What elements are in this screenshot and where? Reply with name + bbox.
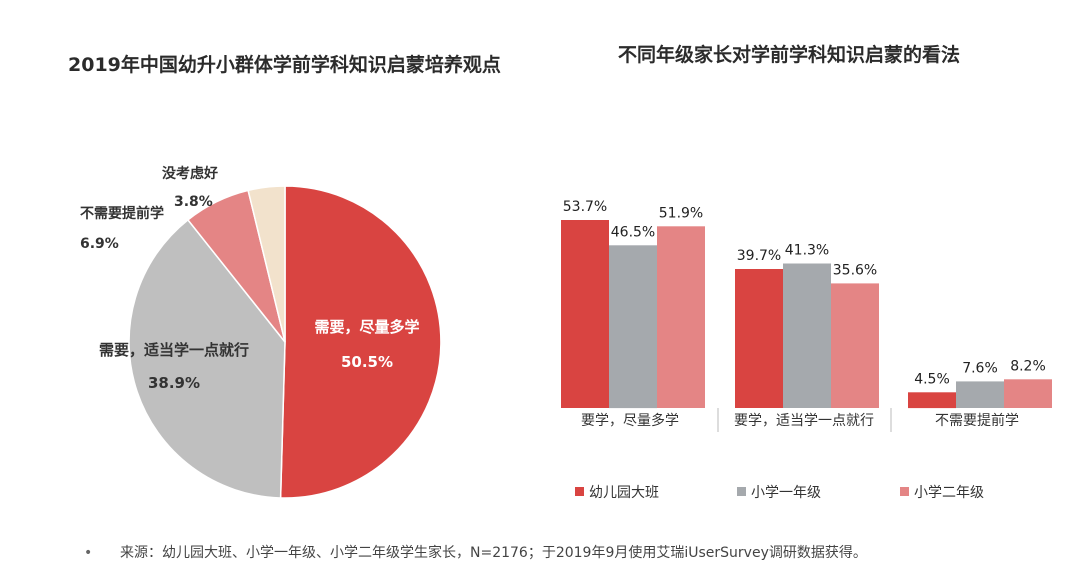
bar xyxy=(783,263,831,408)
bar xyxy=(908,392,956,409)
bar xyxy=(831,283,879,408)
source-footnote: • 来源：幼儿园大班、小学一年级、小学二年级学生家长，N=2176；于2019年9… xyxy=(84,542,867,562)
pie-slice-label: 没考虑好 xyxy=(162,165,218,182)
bar xyxy=(956,381,1004,408)
bar-value-label: 41.3% xyxy=(785,243,829,259)
x-tick-label: 不需要提前学 xyxy=(935,412,1019,429)
bar-value-label: 35.6% xyxy=(833,262,877,278)
bar-value-label: 4.5% xyxy=(914,371,950,387)
pie-slice-label: 不需要提前学 xyxy=(80,205,164,222)
bar-value-label: 39.7% xyxy=(737,248,781,264)
bar xyxy=(657,226,705,408)
bar-value-label: 51.9% xyxy=(659,205,703,221)
x-tick-label: 要学，尽量多学 xyxy=(581,412,679,429)
bar-value-label: 53.7% xyxy=(563,199,607,215)
legend-label: 幼儿园大班 xyxy=(589,485,659,501)
pie-slice-value: 38.9% xyxy=(148,374,200,392)
bullet-icon: • xyxy=(84,545,93,561)
bar-chart-title: 不同年级家长对学前学科知识启蒙的看法 xyxy=(618,44,961,66)
legend-label: 小学二年级 xyxy=(914,485,984,501)
bar-value-label: 8.2% xyxy=(1010,358,1046,374)
pie-slice-value: 50.5% xyxy=(341,353,393,371)
pie-slice-label: 需要，尽量多学 xyxy=(314,318,419,336)
bar-value-label: 46.5% xyxy=(611,224,655,240)
pie-slice xyxy=(279,185,442,499)
legend-swatch xyxy=(737,487,746,496)
pie-slice-value: 3.8% xyxy=(174,194,213,210)
x-tick-label: 要学，适当学一点就行 xyxy=(734,413,874,429)
legend-swatch xyxy=(575,487,584,496)
pie-slice-label: 需要，适当学一点就行 xyxy=(99,341,249,359)
bar xyxy=(735,269,783,408)
legend-label: 小学一年级 xyxy=(751,485,821,501)
pie-slice xyxy=(128,218,286,499)
bar-value-label: 7.6% xyxy=(962,360,998,376)
pie-slice xyxy=(247,185,286,343)
bar xyxy=(609,245,657,409)
pie-chart-title: 2019年中国幼升小群体学前学科知识启蒙培养观点 xyxy=(68,54,501,76)
bar xyxy=(1004,379,1052,408)
legend-swatch xyxy=(900,487,909,496)
pie-slice-value: 6.9% xyxy=(80,236,119,252)
source-text: 来源：幼儿园大班、小学一年级、小学二年级学生家长，N=2176；于2019年9月… xyxy=(120,545,867,561)
bar xyxy=(561,220,609,408)
